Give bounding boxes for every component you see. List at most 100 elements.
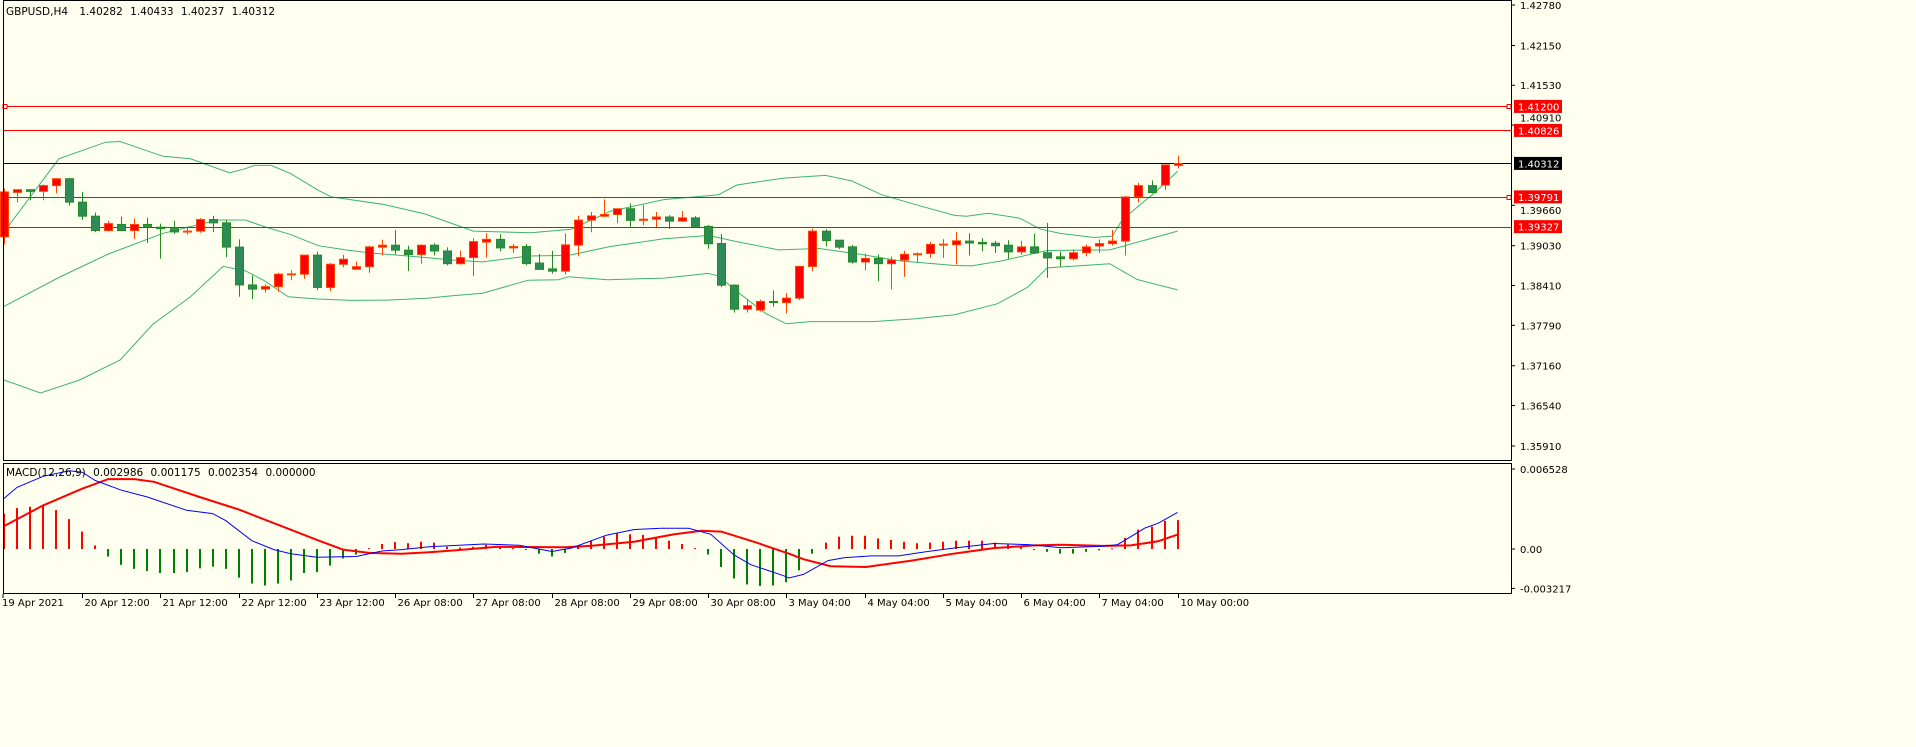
bullish-candle xyxy=(1108,230,1117,246)
bearish-candle xyxy=(1043,222,1052,278)
macd-histogram-bar xyxy=(577,546,579,549)
macd-histogram-bar xyxy=(1098,549,1100,551)
candle-body xyxy=(900,253,909,261)
bullish-candle xyxy=(639,204,648,226)
price-badge-background xyxy=(1514,190,1562,204)
macd-histogram-bar xyxy=(720,549,722,568)
macd-histogram-bar xyxy=(1072,549,1074,554)
bullish-candle xyxy=(339,254,348,268)
candle-body xyxy=(704,225,713,245)
macd-histogram-bar xyxy=(655,537,657,549)
macd-histogram-bar xyxy=(381,543,383,549)
bearish-candle xyxy=(430,243,439,256)
price-axis-label: 1.37160 xyxy=(1520,362,1561,373)
candle-body xyxy=(496,238,505,249)
bullish-candle xyxy=(130,218,139,239)
macd-histogram-bar xyxy=(42,505,44,549)
price-badge-background xyxy=(1514,220,1562,234)
bullish-candle xyxy=(39,184,48,201)
price-axis-label: 1.41530 xyxy=(1520,81,1561,92)
time-axis-label: 7 May 04:00 xyxy=(1102,598,1164,609)
time-axis[interactable]: 19 Apr 2021 20 Apr 12:00 21 Apr 12:00 22 Ap… xyxy=(2,594,1249,609)
bearish-candle xyxy=(626,203,635,228)
ohlc-high: 1.40433 xyxy=(130,6,173,18)
candle-body xyxy=(717,243,726,286)
candle-body xyxy=(300,254,309,275)
candle-body xyxy=(130,223,139,232)
candle-body xyxy=(365,246,374,268)
macd-histogram-bar xyxy=(1137,529,1139,549)
macd-histogram-bar xyxy=(707,549,709,555)
level-price-badge: 1.39791 xyxy=(1518,193,1559,204)
price-axis-label: 1.38410 xyxy=(1520,282,1561,293)
macd-histogram-bar xyxy=(199,549,201,569)
candle-body xyxy=(183,230,192,233)
candle-body xyxy=(808,230,817,267)
macd-histogram-bar xyxy=(55,510,57,549)
level-handle-right[interactable] xyxy=(1506,195,1512,200)
bullish-candle xyxy=(300,254,309,279)
candle-body xyxy=(456,257,465,265)
macd-histogram-bar xyxy=(394,542,396,549)
time-axis-label: 10 May 00:00 xyxy=(1181,598,1250,609)
time-axis-label: 29 Apr 08:00 xyxy=(633,598,698,609)
bearish-candle xyxy=(1148,180,1157,194)
macd-histogram-bar xyxy=(903,541,905,549)
macd-histogram-bar xyxy=(159,549,161,574)
price-axis-label: 1.40910 xyxy=(1520,113,1561,124)
price-badge-background xyxy=(1514,99,1562,113)
candle-body xyxy=(313,254,322,288)
candle-body xyxy=(587,215,596,221)
macd-histogram-bar xyxy=(864,535,866,549)
bearish-candle xyxy=(170,220,179,234)
candle-body xyxy=(91,215,100,232)
macd-histogram-bar xyxy=(407,543,409,549)
macd-histogram-bar xyxy=(811,549,813,554)
candle-body xyxy=(522,246,531,265)
bullish-candle xyxy=(861,253,870,271)
price-badge-background xyxy=(1514,123,1562,137)
bullish-candle xyxy=(0,188,9,245)
candle-body xyxy=(678,217,687,222)
time-axis-label: 30 Apr 08:00 xyxy=(711,598,776,609)
bullish-candle xyxy=(1017,240,1026,255)
macd-value-4: 0.000000 xyxy=(265,467,315,479)
bearish-candle xyxy=(209,215,218,233)
candle-body xyxy=(756,300,765,311)
bearish-candle xyxy=(143,217,152,243)
price-axis-label: 1.39030 xyxy=(1520,242,1561,253)
candle-body xyxy=(795,265,804,299)
level-handle-right[interactable] xyxy=(1506,104,1512,109)
macd-panel[interactable] xyxy=(3,463,1512,594)
macd-histogram-bar xyxy=(851,535,853,549)
candle-body xyxy=(822,230,831,242)
bearish-candle xyxy=(26,189,35,201)
bullish-candle xyxy=(1174,155,1183,169)
bullish-candle xyxy=(352,261,361,270)
candle-body xyxy=(1148,185,1157,193)
macd-axis-label: 0.00 xyxy=(1520,545,1542,556)
time-axis-label: 21 Apr 12:00 xyxy=(163,598,228,609)
bullish-candle xyxy=(1082,244,1091,257)
bearish-candle xyxy=(991,240,1000,253)
symbol-timeframe: GBPUSD,H4 xyxy=(6,6,68,18)
candle-body xyxy=(1043,252,1052,259)
candle-body xyxy=(1095,243,1104,247)
macd-histogram-bar xyxy=(890,539,892,549)
macd-histogram-bar xyxy=(420,541,422,549)
main-price-panel[interactable] xyxy=(3,0,1512,461)
macd-histogram-bar xyxy=(1177,520,1179,549)
bullish-candle xyxy=(456,250,465,265)
macd-value-3: 0.002354 xyxy=(208,467,258,479)
macd-indicator xyxy=(3,470,1179,587)
bullish-candle xyxy=(743,299,752,313)
bearish-candle xyxy=(978,238,987,252)
candle-body xyxy=(352,266,361,270)
current-price-badge: 1.40312 xyxy=(1518,159,1559,170)
price-axis[interactable]: 1.42780 1.42150 1.41530 1.40910 1.39660 1.390… xyxy=(1511,1,1561,453)
horizontal-levels[interactable] xyxy=(2,104,1512,230)
macd-histogram-bar xyxy=(681,543,683,549)
candle-body xyxy=(1082,246,1091,254)
